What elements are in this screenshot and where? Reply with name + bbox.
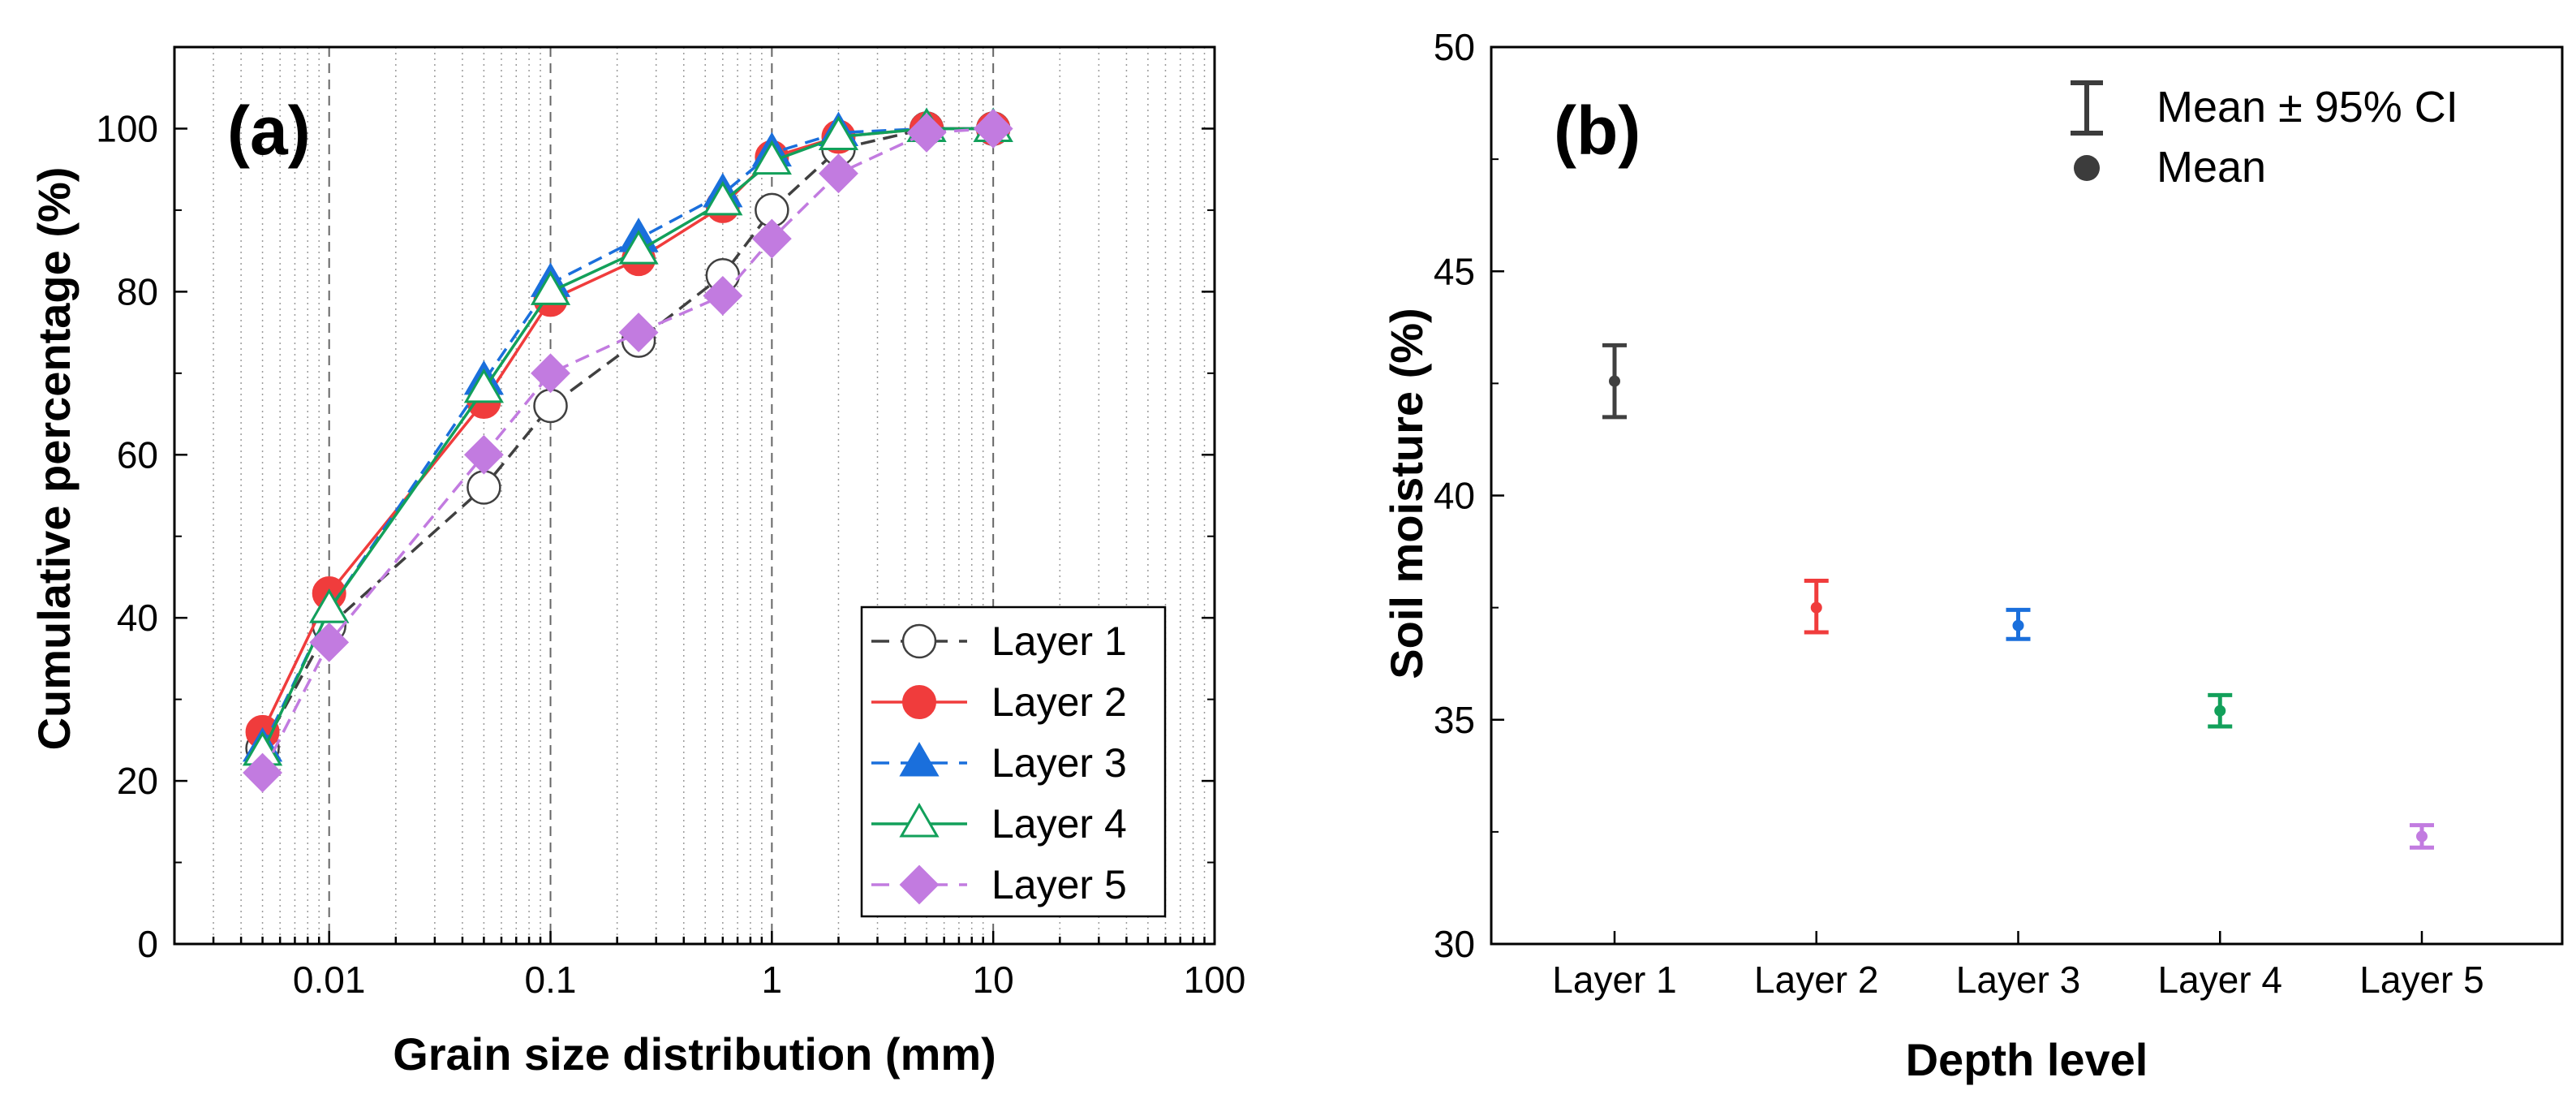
data-point-layer-4 <box>618 230 659 265</box>
errorbar-layer-4 <box>2208 692 2233 729</box>
legend-label-layer-1: Layer 1 <box>991 618 1127 664</box>
panel-b-legend: Mean ± 95% CI Mean <box>2071 80 2458 192</box>
y-tick-label: 50 <box>1434 26 1475 68</box>
legend-marker-layer-4 <box>899 803 940 838</box>
y-tick-label: 30 <box>1434 923 1475 965</box>
x-tick-label: 0.1 <box>525 959 577 1001</box>
legend-label-ci: Mean ± 95% CI <box>2157 83 2458 131</box>
x-tick-label: 0.01 <box>293 959 366 1001</box>
series-line-layer-5 <box>261 127 994 774</box>
data-point-layer-4 <box>530 270 571 305</box>
legend-label-mean: Mean <box>2157 143 2266 192</box>
panel-a-tag: (a) <box>227 93 311 169</box>
y-tick-label: 45 <box>1434 250 1475 292</box>
mean-point-layer-5 <box>2416 830 2428 843</box>
errorbar-layer-5 <box>2410 823 2434 850</box>
legend-marker-layer-1 <box>901 623 937 659</box>
data-point-layer-4 <box>463 368 504 403</box>
data-point-layer-5 <box>309 622 350 662</box>
data-point-layer-5 <box>243 752 282 793</box>
mean-point-layer-1 <box>1609 375 1620 387</box>
errorbar-layer-3 <box>2006 607 2031 641</box>
x-tick-label: Layer 1 <box>1552 959 1676 1001</box>
legend-marker-layer-5 <box>899 864 940 905</box>
panel-a-xlabel: Grain size distribution (mm) <box>393 1028 996 1080</box>
x-tick-label: Layer 3 <box>1956 959 2080 1001</box>
panel-b-xlabel: Depth level <box>1906 1034 2148 1085</box>
x-tick-label: Layer 5 <box>2359 959 2484 1001</box>
data-point-layer-1 <box>467 470 501 505</box>
series-line-layer-1 <box>261 127 994 749</box>
x-tick-label: 100 <box>1184 959 1246 1001</box>
mean-point-layer-3 <box>2012 619 2024 631</box>
x-tick-label: Layer 2 <box>1754 959 1878 1001</box>
panel-b-ylabel: Soil moisture (%) <box>1381 308 1432 679</box>
data-point-layer-4 <box>703 180 743 216</box>
x-tick-label: 10 <box>973 959 1014 1001</box>
series-layer-5 <box>243 109 1013 793</box>
legend-label-layer-2: Layer 2 <box>991 679 1127 725</box>
data-point-layer-5 <box>819 153 858 194</box>
panel-a-frame <box>173 45 1216 946</box>
y-tick-label: 40 <box>1434 475 1475 517</box>
data-point-layer-5 <box>618 312 659 353</box>
legend-marker-layer-2 <box>902 685 936 719</box>
mean-point-layer-4 <box>2214 705 2226 717</box>
errorbar-layer-1 <box>1602 343 1627 420</box>
y-tick-label: 20 <box>117 760 158 802</box>
x-tick-label: Layer 4 <box>2158 959 2282 1001</box>
y-tick-label: 100 <box>96 107 158 149</box>
legend-mean-marker <box>2074 155 2100 181</box>
panel-a-legend: Layer 1 Layer 2 Layer 3 Layer 4 Layer 5 <box>860 606 1167 918</box>
legend-marker-layer-3 <box>899 742 940 777</box>
panel-a: 0.01 0.1 1 10 100 0 20 40 60 80 100 (a) Grain size… <box>28 45 1245 1080</box>
data-point-layer-5 <box>973 109 1013 149</box>
panel-b-ticks: 30 35 40 45 50 Layer 1 Layer 2 Layer 3 Layer 4 La… <box>1434 26 2484 1001</box>
panel-a-series <box>242 107 1013 793</box>
panel-a-ticks: 0.01 0.1 1 10 100 0 20 40 60 80 100 <box>96 107 1245 1001</box>
errorbar-layer-2 <box>1804 578 1829 635</box>
y-tick-label: 35 <box>1434 699 1475 741</box>
data-point-layer-5 <box>463 434 504 475</box>
panel-b-frame <box>1490 45 2564 946</box>
panel-b-series <box>1602 343 2434 850</box>
data-point-layer-4 <box>309 588 350 623</box>
legend-label-layer-3: Layer 3 <box>991 740 1127 786</box>
series-line-layer-4 <box>260 127 994 753</box>
data-point-layer-4 <box>751 140 792 175</box>
y-tick-label: 80 <box>117 270 158 312</box>
y-tick-label: 0 <box>137 923 158 965</box>
y-tick-label: 40 <box>117 597 158 639</box>
data-point-layer-5 <box>531 353 570 394</box>
data-point-layer-5 <box>703 275 743 316</box>
data-point-layer-5 <box>906 113 947 153</box>
data-point-layer-5 <box>751 218 792 259</box>
data-point-layer-1 <box>533 388 568 424</box>
legend-label-layer-4: Layer 4 <box>991 801 1127 847</box>
legend-label-layer-5: Layer 5 <box>991 862 1127 907</box>
y-tick-label: 60 <box>117 433 158 476</box>
panel-b-tag: (b) <box>1554 93 1641 169</box>
panel-a-ylabel: Cumulative percentage (%) <box>28 167 80 751</box>
series-line-layer-3 <box>260 127 994 749</box>
panel-b: 30 35 40 45 50 Layer 1 Layer 2 Layer 3 Layer 4 La… <box>1381 26 2564 1085</box>
mean-point-layer-2 <box>1810 601 1822 614</box>
x-tick-label: 1 <box>762 959 783 1001</box>
data-point-layer-4 <box>818 115 859 150</box>
